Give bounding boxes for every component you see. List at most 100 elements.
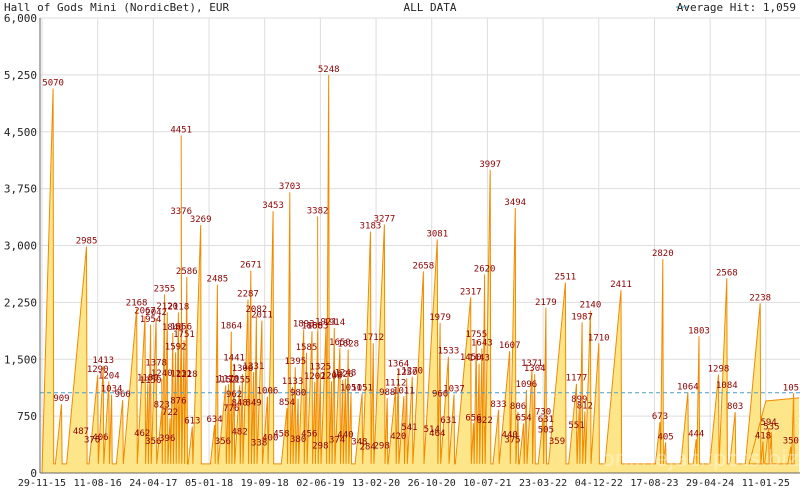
x-tick-label: 17-08-23 bbox=[630, 478, 678, 489]
peak-value-label: 1450 bbox=[460, 353, 482, 363]
peak-value-label: 2287 bbox=[237, 290, 259, 300]
peak-value-label: 1208 bbox=[321, 371, 343, 381]
peak-value-label: 2671 bbox=[240, 260, 262, 270]
peak-value-label: 2067 bbox=[134, 306, 156, 316]
peak-value-label: 1011 bbox=[393, 386, 415, 396]
peak-value-label: 1226 bbox=[332, 370, 354, 380]
peak-value-label: 876 bbox=[170, 397, 186, 407]
low-value-label: 514 bbox=[424, 425, 440, 435]
x-tick-label: 11-01-25 bbox=[742, 478, 790, 489]
peak-value-label: 1443 bbox=[468, 354, 490, 364]
peak-value-label: 1954 bbox=[140, 315, 162, 325]
peak-value-label: 1290 bbox=[87, 365, 109, 375]
peak-value-label: 1325 bbox=[310, 363, 332, 373]
peak-value-label: 656 bbox=[465, 413, 481, 423]
peak-value-label: 3382 bbox=[307, 207, 329, 217]
peak-value-label: 806 bbox=[510, 402, 526, 412]
low-value-label: 406 bbox=[92, 433, 108, 443]
peak-value-label: 1037 bbox=[443, 384, 465, 394]
low-value-label: 464 bbox=[429, 429, 445, 439]
peak-value-label: 899 bbox=[571, 395, 587, 405]
peak-value-label: 2120 bbox=[156, 302, 178, 312]
peak-value-label: 1150 bbox=[140, 376, 162, 386]
peak-value-label: 631 bbox=[538, 415, 554, 425]
peak-value-label: 350 bbox=[783, 436, 799, 446]
peak-value-label: 594 bbox=[760, 418, 776, 428]
y-axis-tick-labels: 0 750 1,500 2,250 3,000 3,750 4,500 5,250 6,000 bbox=[4, 12, 37, 480]
peak-value-label: 1112 bbox=[385, 379, 407, 389]
peak-value-label: 2985 bbox=[76, 237, 98, 247]
low-value-label: 482 bbox=[232, 427, 248, 437]
y-tick-label: 0 bbox=[30, 467, 37, 480]
peak-value-label: 2485 bbox=[207, 275, 229, 285]
chart-title: Hall of Gods Mini (NordicBet), EUR bbox=[4, 1, 230, 14]
peak-value-label: 730 bbox=[535, 408, 551, 418]
average-legend-label: Average Hit: 1,059 bbox=[677, 1, 796, 14]
x-tick-label: 19-09-18 bbox=[241, 478, 289, 489]
x-tick-label: 10-07-21 bbox=[463, 478, 511, 489]
low-value-label: 380 bbox=[290, 435, 306, 445]
low-value-label: 400 bbox=[262, 434, 278, 444]
peak-value-label: 2011 bbox=[251, 310, 273, 320]
peak-value-label: 2042 bbox=[145, 308, 167, 318]
peak-value-label: 1051 bbox=[340, 383, 362, 393]
peak-value-label: 1231 bbox=[170, 370, 192, 380]
peak-value-label: 1298 bbox=[708, 365, 730, 375]
peak-value-label: 3277 bbox=[374, 214, 396, 224]
peak-value-label: 1051 bbox=[783, 383, 800, 393]
peak-value-label: 3269 bbox=[190, 215, 212, 225]
x-tick-label: 29-11-15 bbox=[18, 478, 66, 489]
y-tick-label: 5,250 bbox=[4, 69, 37, 82]
peak-value-labels: 5070298590914131290120410349602168206719… bbox=[42, 65, 800, 452]
peak-value-label: 2620 bbox=[474, 264, 496, 274]
chart-axes bbox=[39, 18, 800, 474]
peak-value-label: 966 bbox=[432, 390, 448, 400]
peak-value-label: 2586 bbox=[176, 267, 198, 277]
x-tick-label: 29-04-24 bbox=[686, 478, 734, 489]
low-value-label: 440 bbox=[337, 431, 353, 441]
peak-value-label: 1751 bbox=[173, 330, 195, 340]
peak-value-label: 1051 bbox=[351, 383, 373, 393]
peak-value-label: 1006 bbox=[257, 387, 279, 397]
low-value-label: 338 bbox=[251, 438, 267, 448]
peak-value-label: 5070 bbox=[42, 79, 64, 89]
x-tick-label: 04-12-22 bbox=[575, 478, 623, 489]
low-value-label: 375 bbox=[504, 436, 520, 446]
y-tick-label: 6,000 bbox=[4, 12, 37, 25]
peak-value-label: 1395 bbox=[284, 357, 306, 367]
x-tick-label: 13-02-20 bbox=[352, 478, 400, 489]
low-value-label: 356 bbox=[145, 437, 161, 447]
peak-value-label: 1863 bbox=[307, 322, 329, 332]
peak-value-label: 1133 bbox=[282, 377, 304, 387]
series-line bbox=[41, 74, 800, 474]
peak-value-label: 1921 bbox=[315, 317, 337, 327]
peak-value-label: 4451 bbox=[170, 125, 192, 135]
low-value-label: 359 bbox=[549, 437, 565, 447]
peak-value-label: 613 bbox=[184, 417, 200, 427]
peak-value-label: 3453 bbox=[262, 201, 284, 211]
peak-value-label: 980 bbox=[290, 389, 306, 399]
peak-value-label: 1034 bbox=[101, 385, 123, 395]
low-value-label: 487 bbox=[73, 427, 89, 437]
peak-value-label: 1228 bbox=[176, 370, 198, 380]
peak-value-label: 1856 bbox=[170, 322, 192, 332]
range-label: ALL DATA bbox=[404, 1, 457, 14]
peak-value-label: 833 bbox=[490, 400, 506, 410]
peak-value-label: 1155 bbox=[229, 375, 251, 385]
peak-value-label: 1364 bbox=[387, 360, 409, 370]
peak-value-label: 2118 bbox=[168, 302, 190, 312]
peak-value-label: 5248 bbox=[318, 65, 340, 75]
x-axis-tick-labels: 29-11-15 11-08-16 24-04-17 05-01-18 19-09-18… bbox=[18, 478, 790, 489]
x-tick-label: 11-08-16 bbox=[74, 478, 122, 489]
peak-value-label: 1607 bbox=[499, 341, 521, 351]
peak-value-label: 2082 bbox=[246, 305, 268, 315]
peak-value-label: 1846 bbox=[162, 323, 184, 333]
peak-value-label: 2179 bbox=[535, 298, 557, 308]
peak-value-label: 962 bbox=[226, 390, 242, 400]
jackpot-area-series bbox=[40, 74, 800, 474]
low-value-label: 420 bbox=[390, 432, 406, 442]
peak-value-label: 1202 bbox=[304, 372, 326, 382]
peak-value-label: 1592 bbox=[165, 342, 187, 352]
low-value-label: 541 bbox=[401, 423, 417, 433]
peak-value-label: 1755 bbox=[465, 330, 487, 340]
